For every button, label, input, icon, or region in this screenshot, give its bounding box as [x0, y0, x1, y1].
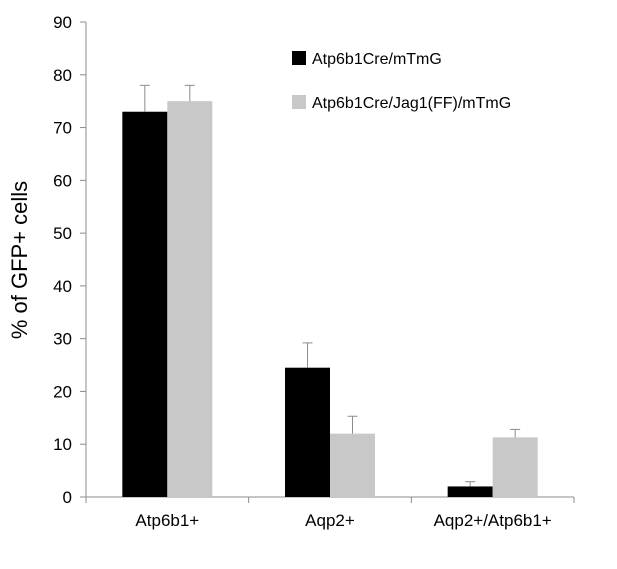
bar — [167, 101, 213, 498]
y-tick-label: 40 — [53, 277, 72, 296]
legend-swatch — [292, 95, 306, 109]
y-tick-label: 10 — [53, 435, 72, 454]
y-tick-label: 80 — [53, 66, 72, 85]
bar — [285, 367, 330, 497]
x-tick-label: Aqp2+/Atp6b1+ — [434, 511, 552, 530]
y-tick-label: 90 — [53, 13, 72, 32]
legend-swatch — [292, 51, 306, 65]
y-axis-label: % of GFP+ cells — [7, 181, 32, 339]
y-tick-label: 50 — [53, 224, 72, 243]
legend-label: Atp6b1Cre/Jag1(FF)/mTmG — [312, 95, 511, 112]
y-tick-label: 30 — [53, 330, 72, 349]
axes: 0 10 20 30 40 50 60 70 80 90 Atp6b1+ Aqp2+ Aqp2+/Atp… — [53, 13, 575, 530]
legend-label: Atp6b1Cre/mTmG — [312, 51, 442, 68]
y-tick-label: 0 — [63, 488, 72, 507]
y-tick-label: 20 — [53, 382, 72, 401]
x-tick-label: Atp6b1+ — [135, 511, 199, 530]
error-bars — [139, 84, 521, 487]
x-tick-label: Aqp2+ — [305, 511, 355, 530]
y-tick-label: 70 — [53, 119, 72, 138]
y-tick-label: 60 — [53, 171, 72, 190]
bars — [122, 101, 538, 498]
bar — [122, 111, 168, 497]
bar — [447, 486, 493, 497]
bar — [492, 437, 538, 497]
bar — [330, 433, 375, 497]
legend: Atp6b1Cre/mTmG Atp6b1Cre/Jag1(FF)/mTmG — [292, 51, 511, 112]
